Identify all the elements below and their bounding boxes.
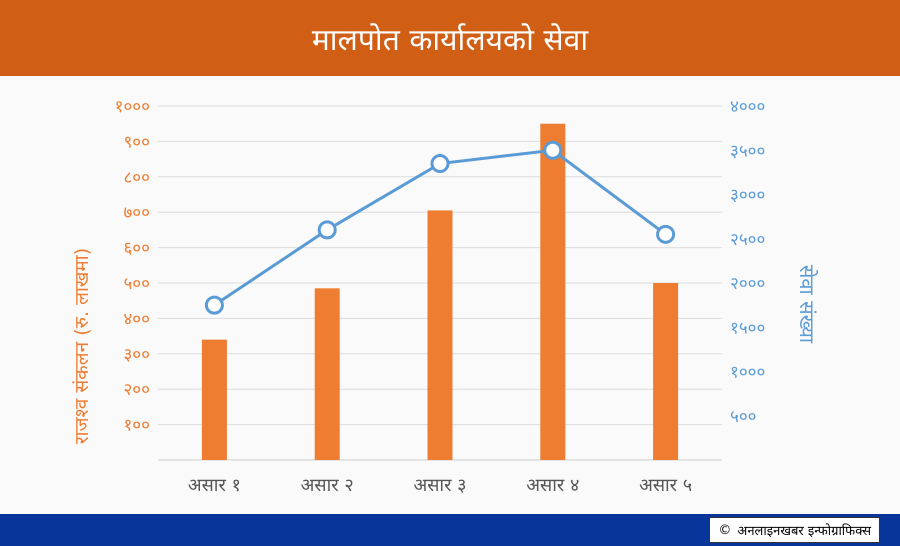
credit-box: © अनलाइनखबर इन्फोग्राफिक्स — [709, 517, 880, 543]
right-tick-label: २५०० — [730, 230, 765, 250]
data-point — [430, 154, 450, 174]
credit-text: अनलाइनखबर इन्फोग्राफिक्स — [737, 524, 871, 539]
x-tick-label: असार ३ — [413, 475, 466, 496]
data-point — [317, 220, 337, 240]
x-tick-label: असार २ — [301, 475, 354, 496]
bar — [427, 210, 453, 460]
bar — [653, 283, 679, 460]
left-tick-label: ३०० — [123, 345, 150, 365]
right-tick-label: ४००० — [730, 97, 765, 117]
left-tick-label: ४०० — [123, 309, 150, 329]
x-axis-labels: असार १ असार २ असार ३ असार ४ असार ५ — [188, 475, 692, 496]
right-tick-label: २००० — [730, 274, 765, 294]
footer-bar: © अनलाइनखबर इन्फोग्राफिक्स — [0, 514, 900, 546]
line-series — [204, 140, 676, 315]
x-tick-label: असार ५ — [639, 475, 692, 496]
bar — [314, 288, 340, 460]
data-point — [656, 224, 676, 244]
left-axis-label: राजश्व संकलन (रु. लाखमा) — [71, 248, 93, 444]
left-tick-label: १००० — [115, 97, 150, 117]
x-tick-label: असार १ — [188, 475, 241, 496]
data-point — [543, 140, 563, 160]
right-tick-label: ३००० — [730, 186, 765, 206]
bar — [540, 123, 566, 460]
bar-series — [201, 123, 679, 460]
left-axis-ticks: १०० २०० ३०० ४०० ५०० ६०० ७०० ८०० ९०० १००० — [115, 97, 150, 436]
copyright-icon: © — [718, 522, 732, 538]
right-tick-label: ३५०० — [730, 141, 765, 161]
data-point — [204, 295, 224, 315]
right-tick-label: १५०० — [730, 318, 765, 338]
left-tick-label: १०० — [123, 416, 150, 436]
header-banner: मालपोत कार्यालयको सेवा — [0, 0, 900, 76]
right-axis-label: सेवा संख्या — [795, 265, 819, 344]
bar — [201, 339, 227, 460]
left-tick-label: ७०० — [123, 203, 150, 223]
x-tick-label: असार ४ — [526, 475, 579, 496]
right-tick-label: १००० — [730, 363, 765, 383]
page-title: मालपोत कार्यालयको सेवा — [311, 22, 589, 58]
left-tick-label: ६०० — [123, 239, 150, 259]
left-tick-label: ९०० — [123, 132, 150, 152]
left-tick-label: २०० — [123, 380, 150, 400]
left-tick-label: ५०० — [123, 274, 150, 294]
left-tick-label: ८०० — [123, 168, 150, 188]
right-axis-ticks: ५०० १००० १५०० २००० २५०० ३००० ३५०० ४००० — [730, 97, 765, 427]
right-tick-label: ५०० — [730, 407, 757, 427]
